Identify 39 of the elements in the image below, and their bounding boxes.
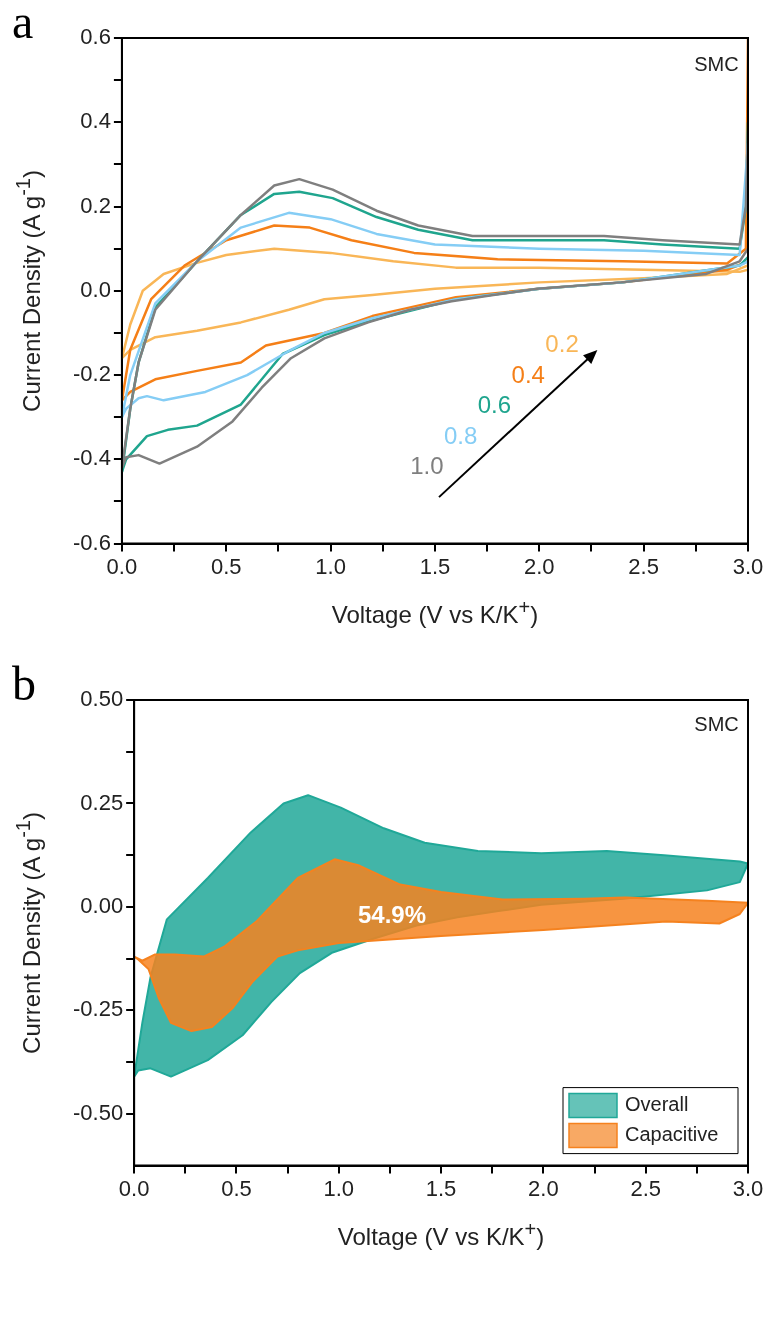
text: 0.6 [477, 391, 512, 419]
y-tick-label: 0.0 [80, 276, 111, 302]
x-tick-label: 0.0 [118, 1175, 150, 1201]
chart-title: a [12, 0, 34, 49]
y-tick-label: -0.50 [72, 1099, 124, 1125]
legend-label: Capacitive [625, 1123, 719, 1146]
text: 0.2 [545, 330, 579, 358]
x-tick-label: 3.0 [732, 553, 764, 579]
y-tick-label: 0.6 [80, 24, 111, 50]
y-tick-label: 0.50 [80, 686, 124, 712]
y-tick-label: 0.4 [80, 108, 111, 134]
x-tick-label: 2.0 [528, 1175, 559, 1201]
text: 1.0 [410, 452, 444, 480]
y-tick-label: 0.25 [80, 789, 124, 815]
y-tick-label: -0.2 [72, 361, 111, 387]
x-tick-label: 1.0 [315, 553, 346, 579]
annotation: 54.9% [357, 901, 426, 929]
chart-title: b [12, 656, 36, 711]
y-tick-label: -0.4 [72, 445, 111, 471]
annotation: SMC [694, 713, 739, 736]
y-tick-label: -0.25 [72, 996, 124, 1022]
y-tick-label: 0.00 [80, 893, 124, 918]
x-tick-label: 0.5 [210, 553, 242, 579]
x-tick-label: 3.0 [732, 1175, 764, 1201]
x-axis-title: Voltage (V vs K/K$^{+}$) [331, 596, 539, 629]
text: 0.8 [443, 421, 478, 449]
x-tick-label: 2.5 [630, 1175, 661, 1201]
x-tick-label: 1.5 [419, 553, 451, 579]
text: 0.4 [511, 360, 545, 388]
x-tick-label: 2.0 [524, 553, 555, 579]
x-axis-title: Voltage (V vs K/K$^{+}$) [337, 1218, 545, 1251]
y-tick-label: 0.2 [80, 192, 111, 218]
x-tick-label: 2.5 [628, 553, 659, 579]
x-tick-label: 1.5 [425, 1175, 457, 1201]
x-tick-label: 1.0 [323, 1175, 355, 1201]
legend-label: Overall [625, 1093, 689, 1116]
x-tick-label: 0.5 [221, 1175, 252, 1201]
annotation: SMC [694, 53, 739, 76]
y-tick-label: -0.6 [72, 529, 111, 555]
